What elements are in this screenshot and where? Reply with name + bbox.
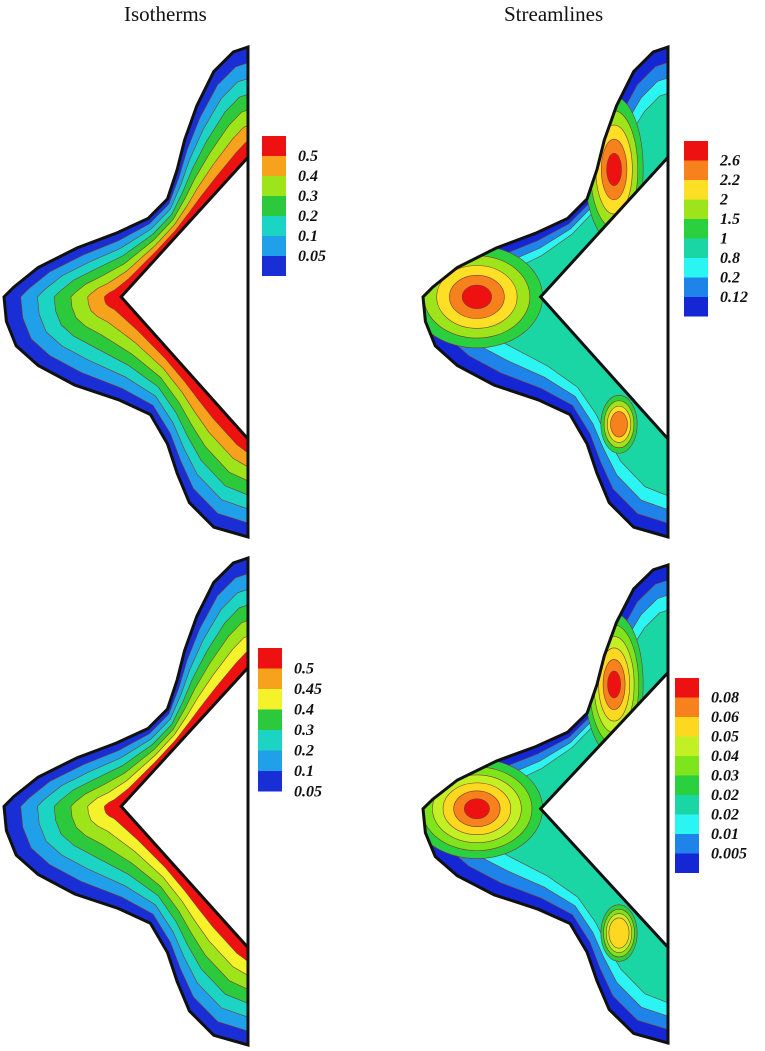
legend-label: 0.8 [720, 250, 740, 267]
legend-swatch [675, 697, 699, 717]
legend-swatch [684, 258, 708, 278]
legend-swatch [262, 176, 286, 196]
legend-label: 0.12 [720, 289, 748, 306]
isotherms-top-legend: 0.5 0.4 0.3 0.2 0.1 0.05 [262, 136, 326, 276]
legend-swatch [684, 199, 708, 219]
legend-label: 0.4 [298, 168, 318, 185]
isotherms-bottom-wedge-wall [119, 666, 250, 949]
legend-label: 0.005 [711, 846, 747, 863]
legend-label: 0.3 [298, 188, 318, 205]
legend-label: 1 [720, 231, 728, 248]
legend-swatch [684, 277, 708, 297]
legend-swatch [684, 180, 708, 200]
isotherms-bottom-panel: 0.5 0.45 0.4 0.3 0.2 0.1 0.05 [2, 555, 322, 1047]
streamlines-top-wedge-wall [538, 156, 670, 441]
isotherms-top-contours [4, 47, 248, 537]
legend-label: 2.2 [719, 172, 740, 189]
streamlines-bottom-panel: 0.08 0.06 0.05 0.04 0.03 0.02 0.02 0.01 0.005 [421, 562, 747, 1045]
legend-label: 0.5 [294, 661, 314, 678]
legend-swatch [262, 236, 286, 256]
contour-band [608, 917, 630, 949]
legend-swatch [258, 689, 282, 710]
isotherms-bottom-legend: 0.5 0.45 0.4 0.3 0.2 0.1 0.05 [258, 648, 322, 801]
legend-swatch [684, 141, 708, 161]
legend-swatch [258, 730, 282, 751]
legend-swatch [675, 736, 699, 756]
streamlines-top-outer-wall [421, 44, 670, 539]
legend-swatch [258, 750, 282, 771]
legend-label: 0.05 [294, 784, 322, 801]
legend-swatch [262, 156, 286, 176]
isotherms-top-wedge-wall [119, 156, 250, 440]
legend-label: 0.02 [711, 807, 739, 824]
legend-label: 0.45 [294, 681, 322, 698]
legend-swatch [675, 834, 699, 854]
legend-label: 0.4 [294, 702, 314, 719]
legend-label: 0.2 [298, 208, 318, 225]
legend-swatch [684, 160, 708, 180]
legend-swatch [675, 795, 699, 815]
legend-swatch [675, 717, 699, 737]
legend-swatch [258, 648, 282, 669]
streamlines-column-title: Streamlines [504, 2, 604, 26]
legend-label: 0.01 [711, 826, 739, 843]
streamlines-bottom-legend: 0.08 0.06 0.05 0.04 0.03 0.02 0.02 0.01 0.005 [675, 678, 747, 873]
legend-swatch [675, 853, 699, 873]
legend-label: 0.06 [711, 709, 739, 726]
legend-label: 0.05 [711, 729, 739, 746]
contour-band [607, 670, 621, 699]
legend-swatch [684, 238, 708, 258]
isotherms-bottom-contours [4, 558, 248, 1045]
streamlines-bottom-contours [423, 565, 668, 1043]
legend-label: 0.2 [294, 743, 314, 760]
legend-swatch [675, 756, 699, 776]
legend-swatch [675, 775, 699, 795]
legend-swatch [258, 771, 282, 792]
streamlines-bottom-wedge-wall [538, 671, 670, 949]
isotherms-top-panel: 0.5 0.4 0.3 0.2 0.1 0.05 [2, 44, 326, 539]
legend-label: 0.1 [298, 228, 318, 245]
legend-label: 0.08 [711, 690, 739, 707]
legend-label: 0.2 [720, 270, 740, 287]
legend-label: 2.6 [719, 153, 740, 170]
contour-band [461, 284, 492, 310]
legend-label: 2 [719, 192, 728, 209]
legend-swatch [258, 709, 282, 730]
isotherms-column-title: Isotherms [124, 2, 207, 26]
legend-label: 0.05 [298, 248, 326, 265]
legend-label: 0.04 [711, 748, 739, 765]
isotherms-top-outer-wall [2, 44, 250, 539]
legend-swatch [675, 678, 699, 698]
legend-swatch [675, 814, 699, 834]
streamlines-top-legend: 2.6 2.2 2 1.5 1 0.8 0.2 0.12 [684, 141, 748, 317]
legend-swatch [258, 668, 282, 689]
streamlines-bottom-outer-wall [421, 562, 670, 1045]
legend-swatch [262, 196, 286, 216]
legend-label: 0.03 [711, 768, 739, 785]
legend-swatch [262, 256, 286, 276]
legend-label: 0.02 [711, 787, 739, 804]
contour-band [610, 411, 628, 438]
legend-label: 0.3 [294, 722, 314, 739]
legend-swatch [262, 216, 286, 236]
legend-label: 1.5 [720, 211, 740, 228]
legend-label: 0.1 [294, 763, 314, 780]
contour-band [606, 153, 622, 186]
legend-swatch [684, 219, 708, 239]
streamlines-top-panel: 2.6 2.2 2 1.5 1 0.8 0.2 0.12 [421, 44, 748, 539]
legend-swatch [684, 297, 708, 317]
legend-swatch [262, 136, 286, 156]
legend-label: 0.5 [298, 148, 318, 165]
isotherms-bottom-outer-wall [2, 555, 250, 1047]
contour-band [463, 798, 490, 820]
streamlines-top-contours [423, 47, 668, 537]
